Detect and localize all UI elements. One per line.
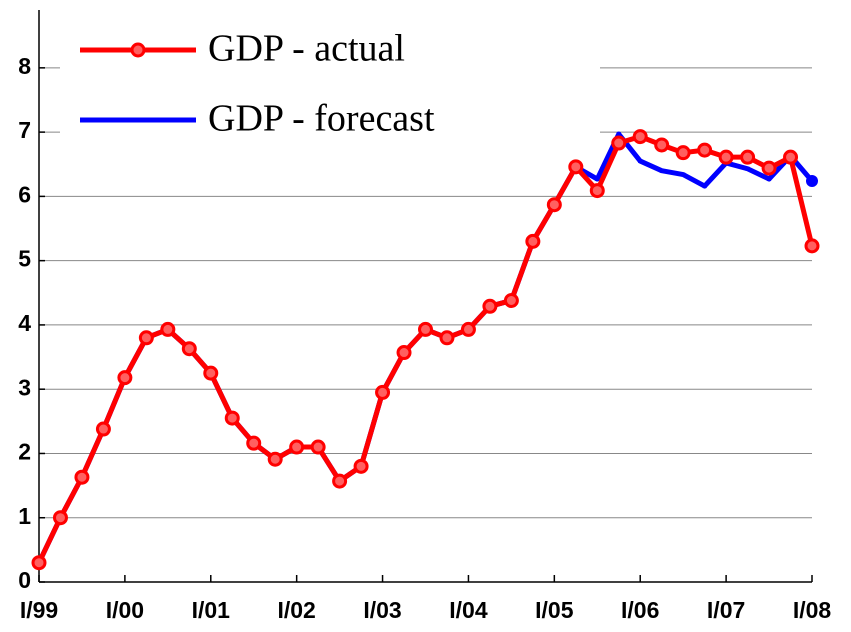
- marker: [546, 197, 562, 213]
- marker: [289, 439, 305, 455]
- marker: [117, 370, 133, 386]
- marker: [332, 473, 348, 489]
- y-tick-label: 1: [18, 503, 31, 529]
- marker: [224, 410, 240, 426]
- x-tick-label: I/01: [192, 597, 231, 623]
- marker: [654, 137, 670, 153]
- marker: [52, 510, 68, 526]
- legend-label: GDP - actual: [208, 28, 405, 70]
- series: [36, 131, 818, 565]
- marker: [589, 183, 605, 199]
- legend-marker: [130, 42, 146, 58]
- marker: [761, 160, 777, 176]
- marker: [31, 555, 47, 571]
- marker: [310, 439, 326, 455]
- marker: [181, 341, 197, 357]
- marker: [616, 132, 621, 137]
- y-tick-label: 2: [18, 439, 31, 465]
- marker: [203, 365, 219, 381]
- marker: [783, 149, 799, 165]
- marker: [659, 168, 664, 173]
- series: [31, 129, 820, 571]
- legend-marker: [136, 118, 140, 122]
- marker: [804, 238, 820, 254]
- marker: [396, 345, 412, 361]
- marker: [246, 435, 262, 451]
- x-tick-label: I/00: [106, 597, 144, 623]
- marker: [740, 149, 756, 165]
- marker: [460, 321, 476, 337]
- x-tick-label: I/02: [277, 597, 315, 623]
- marker: [745, 166, 750, 171]
- marker: [418, 321, 433, 337]
- x-tick-label: I/04: [449, 597, 488, 623]
- line: [36, 134, 815, 564]
- marker: [611, 135, 627, 151]
- marker: [675, 145, 691, 161]
- marker: [353, 458, 369, 474]
- marker: [439, 330, 455, 346]
- marker: [375, 384, 391, 400]
- x-tick-label: I/06: [621, 597, 659, 623]
- line: [36, 131, 814, 564]
- y-tick-label: 0: [18, 567, 31, 593]
- x-tick-label: I/03: [363, 597, 401, 623]
- y-tick-label: 8: [18, 53, 31, 79]
- x-tick-label: I/05: [535, 597, 574, 623]
- marker: [138, 330, 154, 346]
- y-tick-label: 6: [18, 181, 31, 207]
- marker: [595, 177, 600, 182]
- marker: [697, 142, 713, 158]
- marker: [767, 177, 772, 182]
- x-tick-label: I/99: [20, 597, 58, 623]
- legend-box: [60, 18, 600, 154]
- y-tick-label: 4: [18, 310, 31, 336]
- y-tick-label: 5: [18, 246, 31, 272]
- marker: [525, 233, 541, 249]
- marker: [160, 321, 176, 337]
- marker: [681, 172, 686, 177]
- marker: [632, 129, 648, 145]
- marker: [74, 469, 90, 485]
- x-tick-label: I/08: [793, 597, 832, 623]
- y-tick-label: 7: [18, 117, 31, 143]
- marker: [638, 159, 643, 164]
- marker: [503, 292, 519, 308]
- legend-label: GDP - forecast: [208, 98, 435, 140]
- marker: [568, 159, 584, 175]
- x-tick-label: I/07: [707, 597, 745, 623]
- marker: [718, 149, 734, 165]
- marker: [702, 184, 707, 189]
- marker: [482, 298, 498, 314]
- marker: [95, 421, 111, 437]
- legend: GDP - actual GDP - forecast: [60, 18, 600, 154]
- marker: [267, 451, 283, 467]
- y-tick-label: 3: [18, 374, 31, 400]
- marker: [806, 174, 818, 187]
